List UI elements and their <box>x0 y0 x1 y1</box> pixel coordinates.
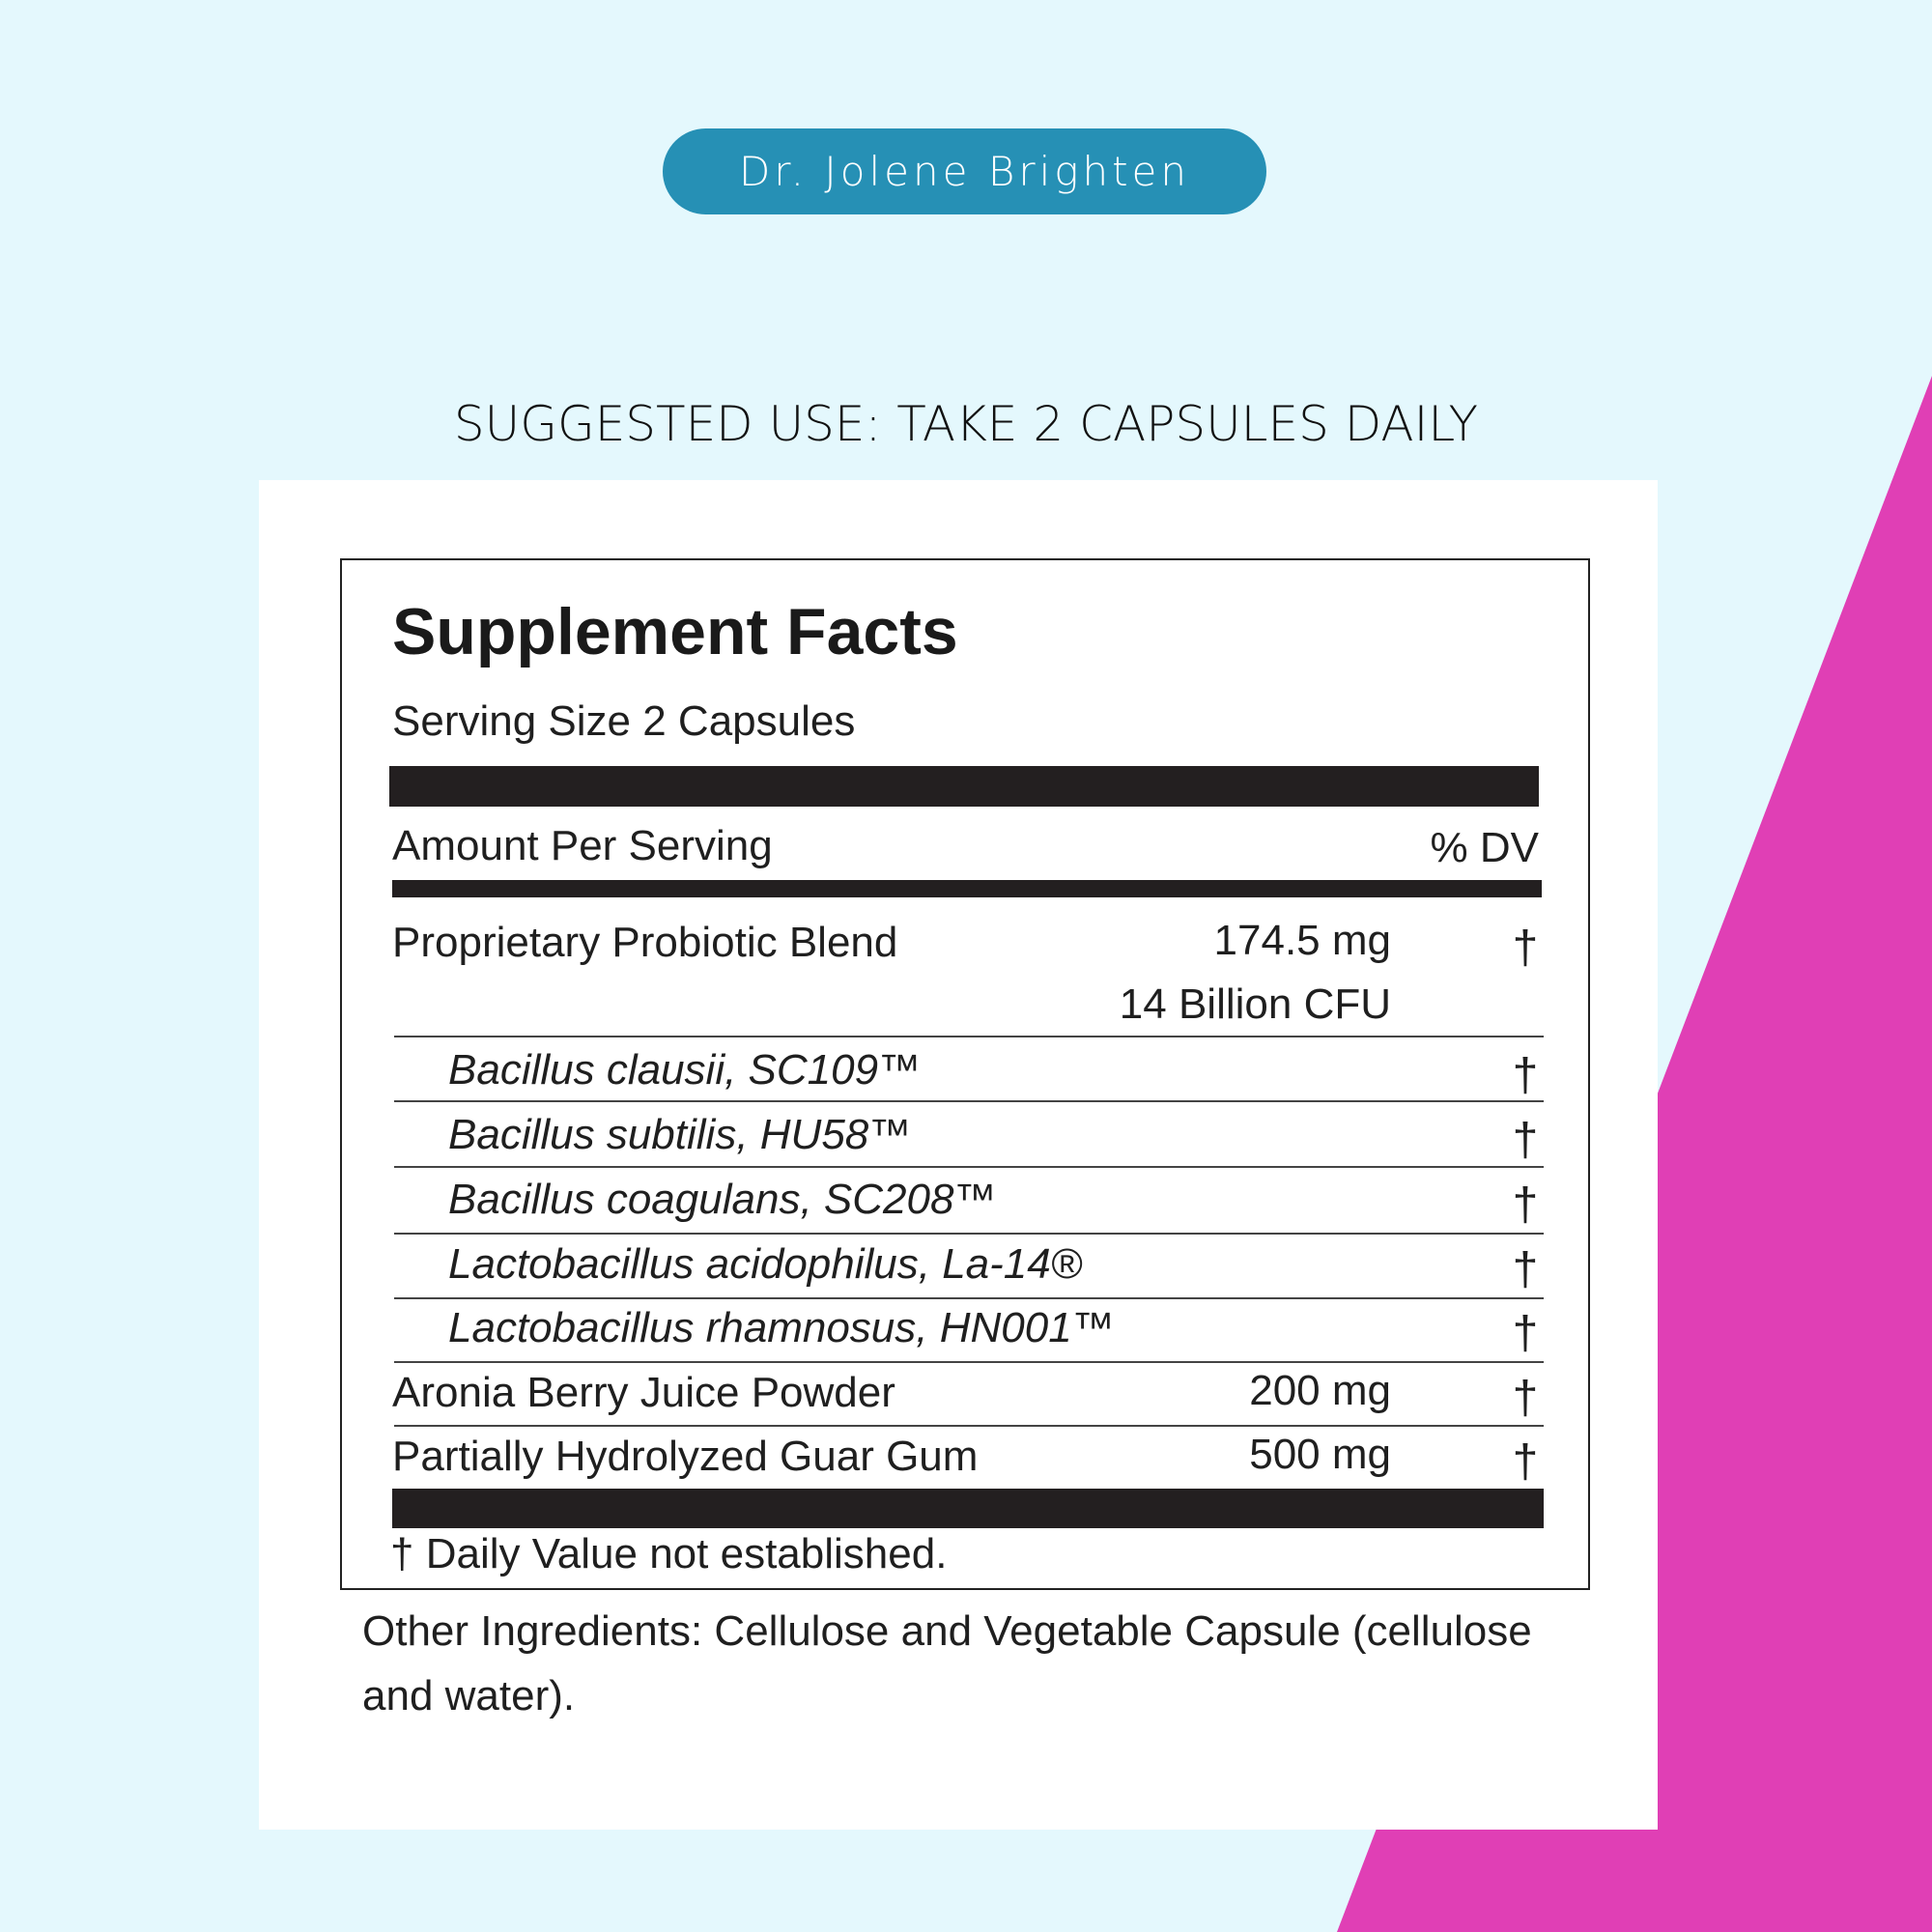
row-divider <box>394 1166 1544 1168</box>
facts-title: Supplement Facts <box>392 595 958 668</box>
dagger-icon: † <box>1512 1179 1539 1231</box>
dagger-icon: † <box>1512 1115 1539 1166</box>
dagger-icon: † <box>1512 923 1539 974</box>
dagger-icon: † <box>1512 1308 1539 1359</box>
dv-footnote: † Daily Value not established. <box>390 1530 948 1577</box>
row-divider <box>394 1297 1544 1299</box>
label-card <box>259 480 1658 1830</box>
strain-name: Lactobacillus acidophilus, La-14® <box>448 1240 1083 1288</box>
blend-name: Proprietary Probiotic Blend <box>392 919 898 966</box>
dagger-icon: † <box>1512 1373 1539 1424</box>
medium-divider <box>392 880 1542 897</box>
strain-name: Bacillus clausii, SC109™ <box>448 1046 922 1094</box>
row-divider <box>394 1425 1544 1427</box>
thick-divider <box>392 1489 1544 1528</box>
blend-cfu: 14 Billion CFU <box>1119 980 1391 1028</box>
suggested-use-heading: SUGGESTED USE: TAKE 2 CAPSULES DAILY <box>453 396 1479 452</box>
ingredient-amount: 500 mg <box>1249 1431 1391 1478</box>
other-ingredients-line2: and water). <box>362 1672 576 1719</box>
strain-name: Lactobacillus rhamnosus, HN001™ <box>448 1304 1115 1351</box>
brand-badge: Dr. Jolene Brighten <box>663 128 1266 214</box>
row-divider <box>394 1100 1544 1102</box>
dagger-icon: † <box>1512 1050 1539 1101</box>
row-divider <box>394 1233 1544 1235</box>
other-ingredients-line1: Other Ingredients: Cellulose and Vegetab… <box>362 1607 1532 1655</box>
strain-name: Bacillus coagulans, SC208™ <box>448 1176 997 1223</box>
amount-per-serving-label: Amount Per Serving <box>392 822 773 869</box>
row-divider <box>394 1036 1544 1037</box>
thick-divider <box>389 766 1539 807</box>
supplement-facts-box <box>340 558 1590 1590</box>
blend-amount: 174.5 mg <box>1213 917 1391 964</box>
row-divider <box>394 1361 1544 1363</box>
dv-header: % DV <box>1430 824 1539 871</box>
ingredient-name: Aronia Berry Juice Powder <box>392 1369 895 1416</box>
strain-name: Bacillus subtilis, HU58™ <box>448 1111 912 1158</box>
dagger-icon: † <box>1512 1244 1539 1295</box>
brand-name: Dr. Jolene Brighten <box>738 148 1191 195</box>
serving-size: Serving Size 2 Capsules <box>392 697 856 745</box>
dagger-icon: † <box>1512 1436 1539 1488</box>
ingredient-name: Partially Hydrolyzed Guar Gum <box>392 1433 979 1480</box>
ingredient-amount: 200 mg <box>1249 1367 1391 1414</box>
